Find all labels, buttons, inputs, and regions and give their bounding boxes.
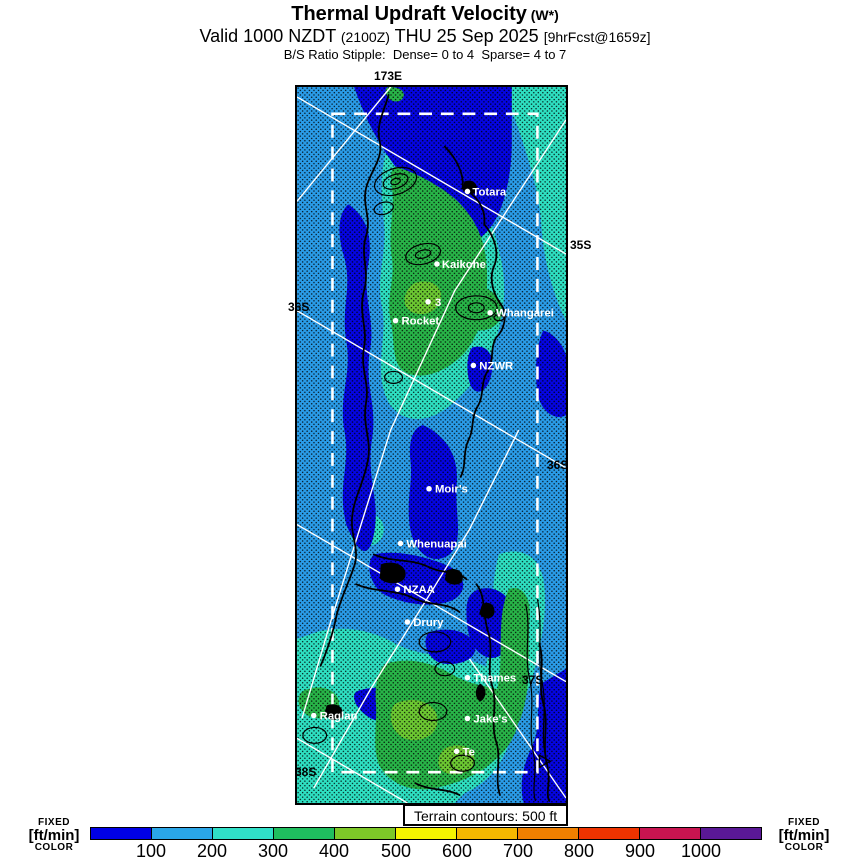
velocity-colorbar: [90, 827, 762, 840]
station-label: Whenuapai: [406, 538, 466, 550]
station-totara: Totara: [464, 186, 507, 198]
colorbar-tick: 500: [380, 841, 412, 860]
colorbar-segment: [152, 828, 213, 839]
station-label: Kaikohe: [442, 259, 486, 271]
station-raglan: Raglan: [310, 710, 358, 722]
colorbar-tick: 900: [624, 841, 656, 860]
station-label: Totara: [472, 186, 506, 198]
lat-line-35s: [297, 96, 566, 255]
station-label: Whangarei: [496, 308, 554, 320]
station-thames: Thames: [464, 673, 516, 685]
station-nzaa: NZAA: [394, 584, 435, 596]
lon-line: [468, 658, 566, 799]
station-label: Raglan: [320, 710, 358, 722]
lat-line-36s: [297, 310, 566, 469]
station-jakes: Jake's: [464, 713, 508, 725]
station-drury: Drury: [404, 617, 444, 629]
colorbar-segment: [396, 828, 457, 839]
station-nzwr: NZWR: [470, 360, 513, 372]
title-suffix: (W*): [526, 7, 559, 23]
colorbar-tick: 300: [257, 841, 289, 860]
station-rocket: Rocket: [392, 316, 439, 328]
colorbar-segment: [640, 828, 701, 839]
lat-label-35s: 35S: [570, 238, 592, 252]
colorbar-tick: 200: [196, 841, 228, 860]
station-markers: Totara Kaikohe 3 Rocket Whangarei NZWR M…: [310, 186, 554, 758]
lon-line: [313, 429, 520, 789]
station-3: 3: [425, 297, 441, 309]
landmask-patches: [324, 180, 495, 720]
forecast-age: [9hrFcst@1659z]: [543, 29, 651, 45]
station-label: NZAA: [403, 584, 434, 596]
colorbar-segment: [213, 828, 274, 839]
map-canvas: Totara Kaikohe 3 Rocket Whangarei NZWR M…: [297, 87, 566, 803]
terrain-contours-note: Terrain contours: 500 ft: [403, 804, 569, 826]
lat-label-37s: 37S: [522, 673, 544, 687]
graticule-lines: [297, 87, 566, 803]
station-label: Rocket: [401, 316, 439, 328]
page-title: Thermal Updraft Velocity (W*): [0, 3, 850, 26]
valid-date: THU 25 Sep 2025: [389, 26, 544, 46]
pointer-glyph: [538, 754, 552, 769]
domain-boundary-dashed: [331, 112, 539, 774]
unit-ftmin: [ft/min]: [28, 827, 80, 844]
colorbar-segment: [457, 828, 518, 839]
station-whenuapai: Whenuapai: [397, 538, 467, 550]
station-label: Thames: [473, 673, 516, 685]
unit-fixed: FIXED: [38, 817, 70, 828]
unit-fixed: FIXED: [788, 817, 820, 828]
colorbar-segment: [701, 828, 761, 839]
terrain-contours: [302, 166, 546, 802]
valid-zulu: (2100Z): [340, 29, 390, 45]
stipple-note: B/S Ratio Stipple: Dense= 0 to 4 Sparse=…: [283, 47, 567, 62]
lon-label-173e: 173E: [374, 69, 403, 83]
unit-color: COLOR: [34, 842, 74, 853]
station-label: NZWR: [479, 360, 513, 372]
valid-prefix: Valid 1000 NZDT: [199, 26, 341, 46]
colorbar-tick: 600: [441, 841, 473, 860]
station-whangarei: Whangarei: [487, 308, 554, 320]
colorbar-segment: [335, 828, 396, 839]
station-label: Jake's: [473, 713, 507, 725]
station-kaikohe: Kaikohe: [434, 259, 486, 271]
station-label: Drury: [413, 617, 444, 629]
lat-label-36s-west: 36S: [288, 300, 310, 314]
lat-label-36s-east: 36S: [547, 458, 569, 472]
lat-line-38s: [297, 737, 408, 803]
lat-label-38s: 38S: [295, 765, 317, 779]
colorbar-tick: 1000: [680, 841, 722, 860]
title-text: Thermal Updraft Velocity: [291, 3, 527, 25]
colorbar-segment: [274, 828, 335, 839]
colorbar-tick: 700: [502, 841, 534, 860]
colorbar-tick: 800: [563, 841, 595, 860]
lon-line-173e: [297, 87, 392, 202]
unit-ftmin: [ft/min]: [778, 827, 830, 844]
colorbar-tick: 100: [135, 841, 167, 860]
colorbar-segment: [91, 828, 152, 839]
colorbar-units-right: FIXED [ft/min] COLOR: [762, 818, 846, 853]
thermal-map: Totara Kaikohe 3 Rocket Whangarei NZWR M…: [295, 85, 568, 805]
station-label: Moir's: [435, 484, 468, 496]
station-label: Te: [463, 746, 475, 758]
station-label: 3: [435, 297, 441, 309]
valid-time-line: Valid 1000 NZDT (2100Z) THU 25 Sep 2025 …: [0, 26, 850, 47]
colorbar-units-left: FIXED [ft/min] COLOR: [16, 818, 92, 853]
colorbar-segment: [579, 828, 640, 839]
station-te: Te: [453, 746, 475, 758]
colorbar-segment: [518, 828, 579, 839]
station-moirs: Moir's: [426, 484, 468, 496]
colorbar-tick: 400: [318, 841, 350, 860]
bs-ratio-stipple: [297, 87, 566, 803]
unit-color: COLOR: [784, 842, 824, 853]
